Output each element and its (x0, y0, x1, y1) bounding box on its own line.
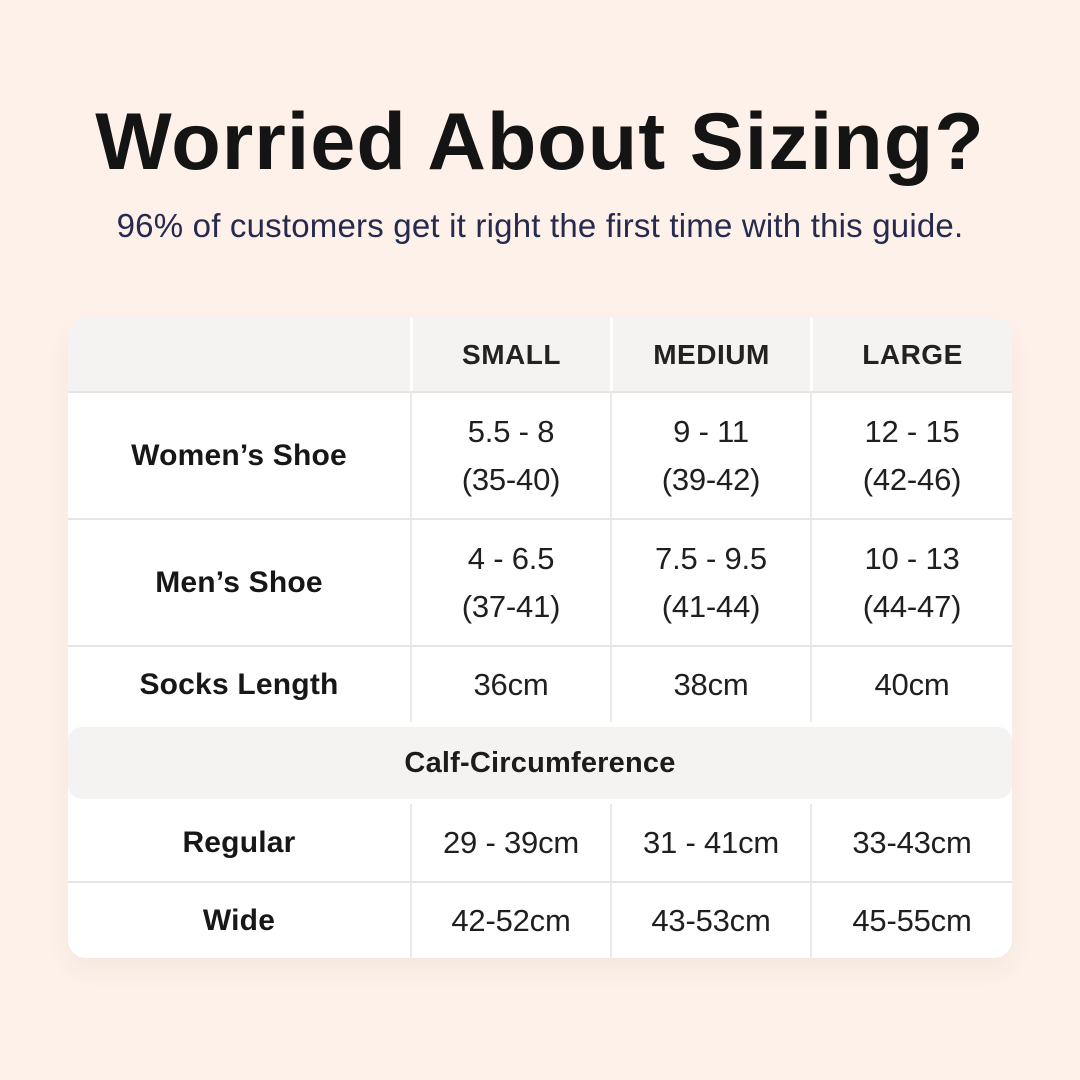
row-label: Wide (202, 903, 276, 937)
page-subtitle: 96% of customers get it right the first … (116, 207, 964, 244)
section-header-calf-circumference: Calf-Circumference (68, 727, 1012, 799)
header-cell-small: SMALL (410, 318, 610, 391)
header-cell-empty (68, 318, 410, 391)
header-cell-medium: MEDIUM (610, 318, 810, 391)
cell-value-line: 5.5 - 8 (467, 413, 555, 449)
cell-womens-small: 5.5 - 8 (35-40) (410, 393, 610, 518)
cell-value-line: 12 - 15 (864, 413, 960, 449)
cell-regular-small: 29 - 39cm (410, 804, 610, 881)
cell-socks-medium: 38cm (610, 647, 810, 722)
cell-value-line: (39-42) (661, 461, 761, 497)
cell-wide-small: 42-52cm (410, 883, 610, 958)
cell-value-line: 38cm (673, 666, 749, 702)
cell-value-line: 7.5 - 9.5 (655, 540, 767, 576)
table-row-wide: Wide 42-52cm 43-53cm 45-55cm (68, 881, 1012, 958)
cell-value-line: (37-41) (461, 588, 561, 624)
cell-wide-medium: 43-53cm (610, 883, 810, 958)
cell-mens-large: 10 - 13 (44-47) (810, 520, 1012, 645)
cell-value-line: (41-44) (661, 588, 761, 624)
table-row-womens-shoe: Women’s Shoe 5.5 - 8 (35-40) 9 - 11 (39-… (68, 391, 1012, 518)
cell-regular-medium: 31 - 41cm (610, 804, 810, 881)
cell-value-line: 9 - 11 (673, 413, 749, 449)
cell-value-line: 33-43cm (852, 824, 972, 860)
cell-womens-medium: 9 - 11 (39-42) (610, 393, 810, 518)
cell-value-line: 4 - 6.5 (467, 540, 555, 576)
table-row-socks-length: Socks Length 36cm 38cm 40cm (68, 645, 1012, 722)
row-label: Women’s Shoe (131, 438, 347, 472)
cell-wide-large: 45-55cm (810, 883, 1012, 958)
cell-mens-medium: 7.5 - 9.5 (41-44) (610, 520, 810, 645)
header-cell-large: LARGE (810, 318, 1012, 391)
cell-socks-large: 40cm (810, 647, 1012, 722)
cell-value-line: 42-52cm (451, 902, 571, 938)
cell-value-line: 31 - 41cm (642, 824, 780, 860)
cell-womens-large: 12 - 15 (42-46) (810, 393, 1012, 518)
table-row-mens-shoe: Men’s Shoe 4 - 6.5 (37-41) 7.5 - 9.5 (41… (68, 518, 1012, 645)
table-row-regular: Regular 29 - 39cm 31 - 41cm 33-43cm (68, 804, 1012, 881)
row-spacer (68, 799, 1012, 804)
cell-value-line: 10 - 13 (864, 540, 960, 576)
cell-regular-large: 33-43cm (810, 804, 1012, 881)
row-label: Socks Length (139, 667, 339, 701)
cell-value-line: 29 - 39cm (442, 824, 580, 860)
page-title: Worried About Sizing? (95, 97, 985, 187)
row-spacer (68, 722, 1012, 727)
cell-value-line: (42-46) (862, 461, 962, 497)
cell-socks-small: 36cm (410, 647, 610, 722)
row-label: Regular (182, 825, 296, 859)
cell-value-line: 40cm (874, 666, 950, 702)
table-header-row: SMALL MEDIUM LARGE (68, 318, 1012, 391)
size-chart-table: SMALL MEDIUM LARGE Women’s Shoe 5.5 - 8 … (68, 318, 1012, 958)
cell-value-line: 36cm (473, 666, 549, 702)
cell-mens-small: 4 - 6.5 (37-41) (410, 520, 610, 645)
row-label: Men’s Shoe (155, 565, 323, 599)
cell-value-line: (44-47) (862, 588, 962, 624)
cell-value-line: 43-53cm (651, 902, 771, 938)
cell-value-line: 45-55cm (852, 902, 972, 938)
cell-value-line: (35-40) (461, 461, 561, 497)
